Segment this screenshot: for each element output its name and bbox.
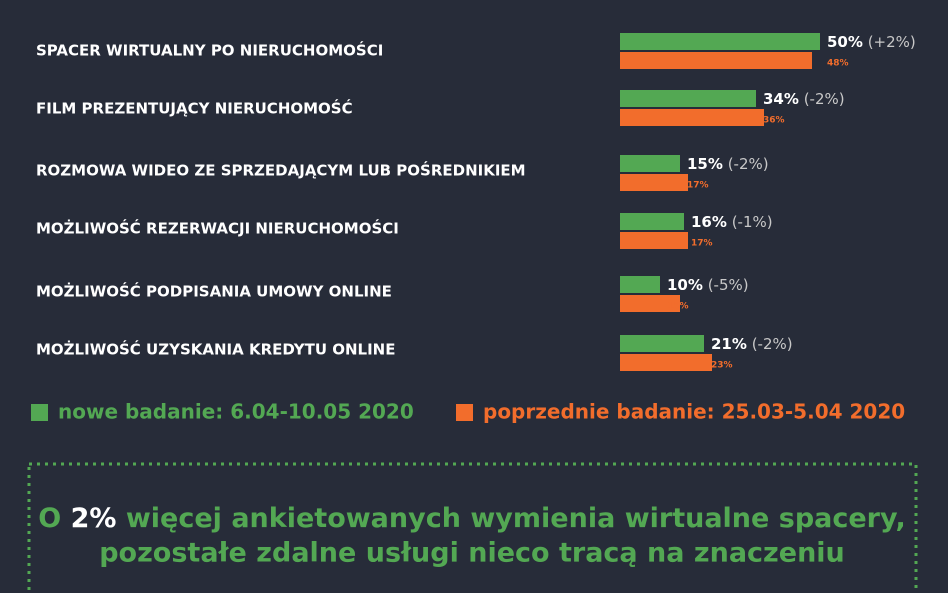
value-label-group: 34% (-2%) xyxy=(763,90,845,108)
note-line2: pozostałe zdalne usługi nieco tracą na z… xyxy=(99,538,845,569)
bar xyxy=(620,213,684,230)
value-label: 23% xyxy=(711,361,733,371)
bar xyxy=(620,276,660,293)
change-label: (-2%) xyxy=(752,335,793,353)
value-label-group: 16% (-1%) xyxy=(691,213,773,231)
note-box xyxy=(27,462,918,593)
value-label-group: 50% (+2%) xyxy=(827,33,916,51)
value-label-group: 15% (-2%) xyxy=(687,155,769,173)
legend-label: nowe badanie: 6.04-10.05 2020 xyxy=(58,400,414,424)
note-text: O xyxy=(38,503,70,534)
change-label: (-1%) xyxy=(732,213,773,231)
category-label: FILM PREZENTUJĄCY NIERUCHOMOŚĆ xyxy=(36,99,353,118)
category-label: MOŻLIWOŚĆ UZYSKANIA KREDYTU ONLINE xyxy=(36,340,395,359)
bar xyxy=(620,335,704,352)
note-text: więcej ankietowanych wymienia wirtualne … xyxy=(116,503,905,534)
value-label: 10% xyxy=(667,276,703,294)
value-label: 16% xyxy=(691,213,727,231)
value-label: 21% xyxy=(711,335,747,353)
note-highlight: 2% xyxy=(71,503,117,534)
bar xyxy=(620,109,764,126)
category-label: SPACER WIRTUALNY PO NIERUCHOMOŚCI xyxy=(36,41,383,60)
value-label: 50% xyxy=(827,33,863,51)
bar xyxy=(620,155,680,172)
legend-label: poprzednie badanie: 25.03-5.04 2020 xyxy=(483,400,905,424)
value-label: 15% xyxy=(667,302,689,312)
category-label: ROZMOWA WIDEO ZE SPRZEDAJĄCYM LUB POŚRED… xyxy=(36,161,526,180)
bar xyxy=(620,174,688,191)
value-label: 36% xyxy=(763,116,785,126)
change-label: (+2%) xyxy=(868,33,916,51)
category-label: MOŻLIWOŚĆ REZERWACJI NIERUCHOMOŚCI xyxy=(36,219,399,238)
value-label: 17% xyxy=(691,239,713,249)
value-label: 15% xyxy=(687,155,723,173)
category-label: MOŻLIWOŚĆ PODPISANIA UMOWY ONLINE xyxy=(36,282,392,301)
bar xyxy=(620,354,712,371)
bar xyxy=(620,295,680,312)
value-label: 34% xyxy=(763,90,799,108)
note-line1: O 2% więcej ankietowanych wymienia wirtu… xyxy=(38,503,906,534)
change-label: (-2%) xyxy=(728,155,769,173)
bar xyxy=(620,52,812,69)
bar xyxy=(620,232,688,249)
bar xyxy=(620,33,820,50)
legend-swatch xyxy=(31,404,48,421)
value-label: 48% xyxy=(827,59,849,69)
bar xyxy=(620,90,756,107)
value-label-group: 21% (-2%) xyxy=(711,335,793,353)
value-label: 17% xyxy=(687,181,709,191)
legend-swatch xyxy=(456,404,473,421)
value-label-group: 10% (-5%) xyxy=(667,276,749,294)
change-label: (-2%) xyxy=(804,90,845,108)
change-label: (-5%) xyxy=(708,276,749,294)
